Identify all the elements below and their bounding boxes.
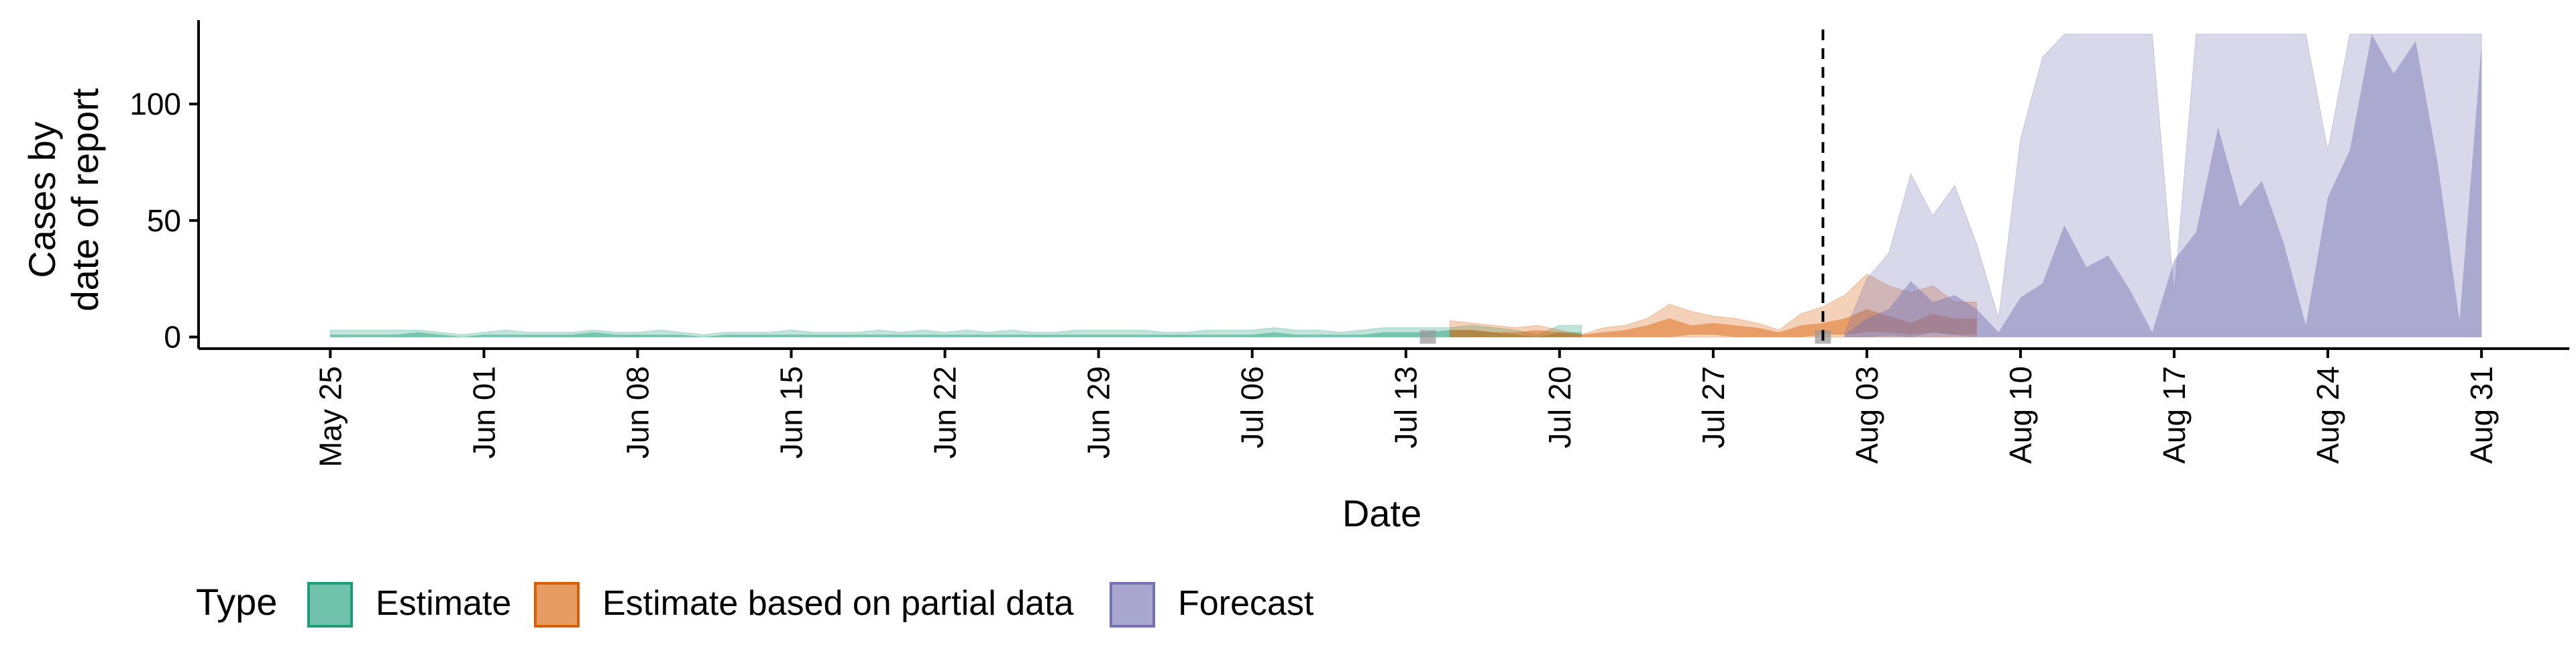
x-tick-label: Aug 10 bbox=[2003, 366, 2038, 464]
series-forecast-inner-band bbox=[1845, 34, 2482, 337]
y-axis-label-line-1: Cases by bbox=[21, 121, 63, 278]
x-ticks: May 25 Jun 01 Jun 08 Jun 15 Jun 22 Jun 29 Jul … bbox=[313, 349, 2499, 467]
series-forecast-outer-band bbox=[1844, 34, 2482, 338]
legend-item-estimate: Estimate bbox=[307, 582, 511, 628]
legend-swatch-forecast bbox=[1110, 582, 1155, 628]
x-tick-label: Jul 27 bbox=[1696, 366, 1731, 449]
y-tick-label: 100 bbox=[129, 86, 181, 121]
legend: Type Estimate Estimate based on partial d… bbox=[196, 581, 1314, 628]
series-layer bbox=[329, 34, 2482, 344]
x-tick-label: Jun 22 bbox=[928, 366, 963, 459]
x-tick-label: Aug 24 bbox=[2310, 366, 2345, 464]
y-axis-label-line-2: date of report bbox=[64, 88, 106, 312]
legend-label-estimate-based-on-partial-data: Estimate based on partial data bbox=[602, 584, 1074, 623]
x-tick-label: Aug 31 bbox=[2464, 366, 2499, 464]
x-tick-label: Jun 08 bbox=[620, 366, 655, 459]
x-tick-label: Jul 13 bbox=[1389, 366, 1424, 449]
legend-label-estimate: Estimate bbox=[376, 584, 511, 623]
x-tick-label: Jun 29 bbox=[1081, 366, 1116, 459]
series-estimate-based-on-partial-data bbox=[1449, 274, 1977, 338]
series-estimate-outer-band bbox=[329, 325, 1582, 338]
y-tick-label: 0 bbox=[164, 320, 181, 355]
legend-swatch-estimate-based-on-partial-data bbox=[534, 582, 580, 628]
series-estimate-based-on-partial-data-outer-band bbox=[1449, 274, 1977, 338]
x-tick-label: Aug 17 bbox=[2157, 366, 2192, 464]
x-tick-label: Jul 20 bbox=[1542, 366, 1577, 449]
overlap-marker-1 bbox=[1419, 330, 1436, 344]
y-tick-label: 50 bbox=[147, 203, 181, 238]
legend-items: Estimate Estimate based on partial data Fo… bbox=[307, 582, 1314, 628]
legend-item-forecast: Forecast bbox=[1110, 582, 1314, 628]
x-tick-label: Aug 03 bbox=[1849, 366, 1884, 464]
series-forecast bbox=[1844, 34, 2482, 338]
legend-label-forecast: Forecast bbox=[1178, 584, 1314, 623]
series-estimate bbox=[329, 325, 1582, 338]
legend-item-estimate-based-on-partial-data: Estimate based on partial data bbox=[534, 582, 1074, 628]
x-tick-label: May 25 bbox=[313, 366, 347, 467]
legend-swatch-estimate bbox=[307, 582, 353, 628]
legend-title: Type bbox=[196, 581, 277, 623]
x-tick-label: Jul 06 bbox=[1235, 366, 1270, 449]
y-ticks: 0 50 100 bbox=[129, 86, 199, 355]
x-axis-label: Date bbox=[1342, 492, 1421, 534]
axes-layer: May 25 Jun 01 Jun 08 Jun 15 Jun 22 Jun 29 Jul … bbox=[129, 20, 2569, 467]
series-estimate-based-on-partial-data-inner-band bbox=[1450, 308, 1977, 337]
x-tick-label: Jun 15 bbox=[774, 366, 809, 459]
x-tick-label: Jun 01 bbox=[466, 366, 501, 459]
series-estimate-inner-band bbox=[330, 330, 1582, 337]
